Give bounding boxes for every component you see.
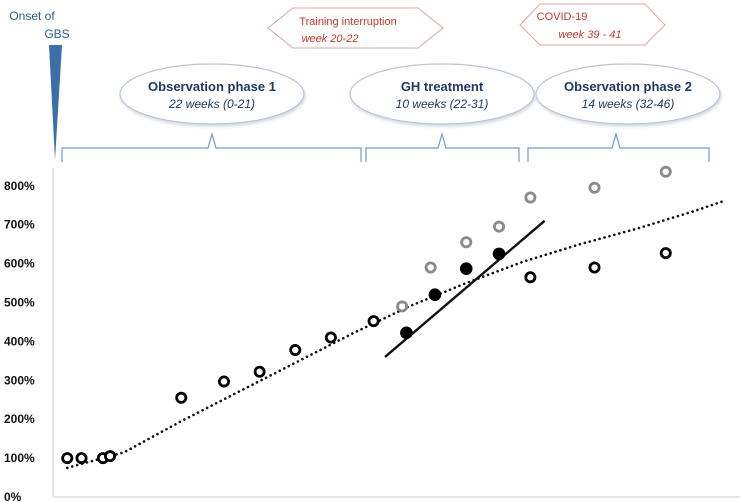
phase-3-bubble: Observation phase 2 14 weeks (32-46) bbox=[535, 63, 721, 125]
onset-label-line2: GBS bbox=[44, 27, 69, 41]
open-data-point bbox=[659, 247, 672, 260]
y-tick-label: 100% bbox=[4, 451, 35, 465]
training-interruption-weeks: week 20-22 bbox=[302, 33, 359, 45]
open-data-point bbox=[253, 365, 266, 378]
gray-open-data-point bbox=[396, 300, 409, 313]
y-tick-label: 400% bbox=[4, 334, 35, 348]
onset-wedge bbox=[49, 45, 62, 160]
covid-callout: COVID-19 week 39 - 41 bbox=[519, 3, 666, 46]
open-data-point bbox=[175, 391, 188, 404]
phase-1-bubble: Observation phase 1 22 weeks (0-21) bbox=[119, 63, 305, 125]
gh-treatment-duration: 10 weeks (22-31) bbox=[396, 97, 489, 111]
gray-open-data-point bbox=[460, 236, 473, 249]
open-data-point bbox=[61, 452, 74, 465]
open-data-point bbox=[524, 271, 537, 284]
phase-1-brace bbox=[61, 131, 362, 162]
y-tick-label: 300% bbox=[4, 373, 35, 387]
gray-open-data-point bbox=[659, 165, 672, 178]
covid-title: COVID-19 bbox=[537, 11, 588, 23]
training-interruption-title: Training interruption bbox=[299, 16, 396, 28]
open-data-point bbox=[289, 343, 302, 356]
phase-3-brace bbox=[527, 131, 710, 162]
gh-treatment-title: GH treatment bbox=[401, 79, 484, 94]
open-data-point bbox=[588, 261, 601, 274]
y-tick-label: 700% bbox=[4, 218, 35, 232]
gray-open-data-point bbox=[588, 181, 601, 194]
y-tick-label: 200% bbox=[4, 412, 35, 426]
training-interruption-callout: Training interruption week 20-22 bbox=[267, 7, 444, 49]
filled-data-point bbox=[428, 288, 442, 302]
covid-weeks: week 39 - 41 bbox=[559, 29, 622, 41]
phase-3-title: Observation phase 2 bbox=[564, 79, 692, 94]
gray-open-data-point bbox=[424, 261, 437, 274]
open-data-point bbox=[75, 452, 88, 465]
phase-2-bubble: GH treatment 10 weeks (22-31) bbox=[349, 63, 535, 125]
phase-3-duration: 14 weeks (32-46) bbox=[582, 97, 675, 111]
overall-trend-dotted-line bbox=[65, 200, 725, 470]
y-tick-label: 800% bbox=[4, 179, 35, 193]
phase-1-duration: 22 weeks (0-21) bbox=[168, 97, 255, 111]
open-data-point bbox=[217, 375, 230, 388]
open-data-point bbox=[367, 315, 380, 328]
y-tick-label: 0% bbox=[4, 490, 22, 502]
phase-1-title: Observation phase 1 bbox=[148, 79, 276, 94]
filled-data-point bbox=[492, 247, 506, 261]
filled-data-point bbox=[400, 326, 413, 340]
filled-data-point bbox=[459, 262, 473, 275]
phase-2-brace bbox=[365, 131, 520, 162]
open-data-point bbox=[324, 331, 337, 344]
open-data-point bbox=[104, 450, 117, 463]
gray-open-data-point bbox=[493, 220, 506, 233]
y-tick-label: 500% bbox=[4, 296, 35, 310]
gray-open-data-point bbox=[524, 191, 537, 204]
onset-label-line1: Onset of bbox=[9, 9, 55, 23]
y-tick-label: 600% bbox=[4, 257, 35, 271]
